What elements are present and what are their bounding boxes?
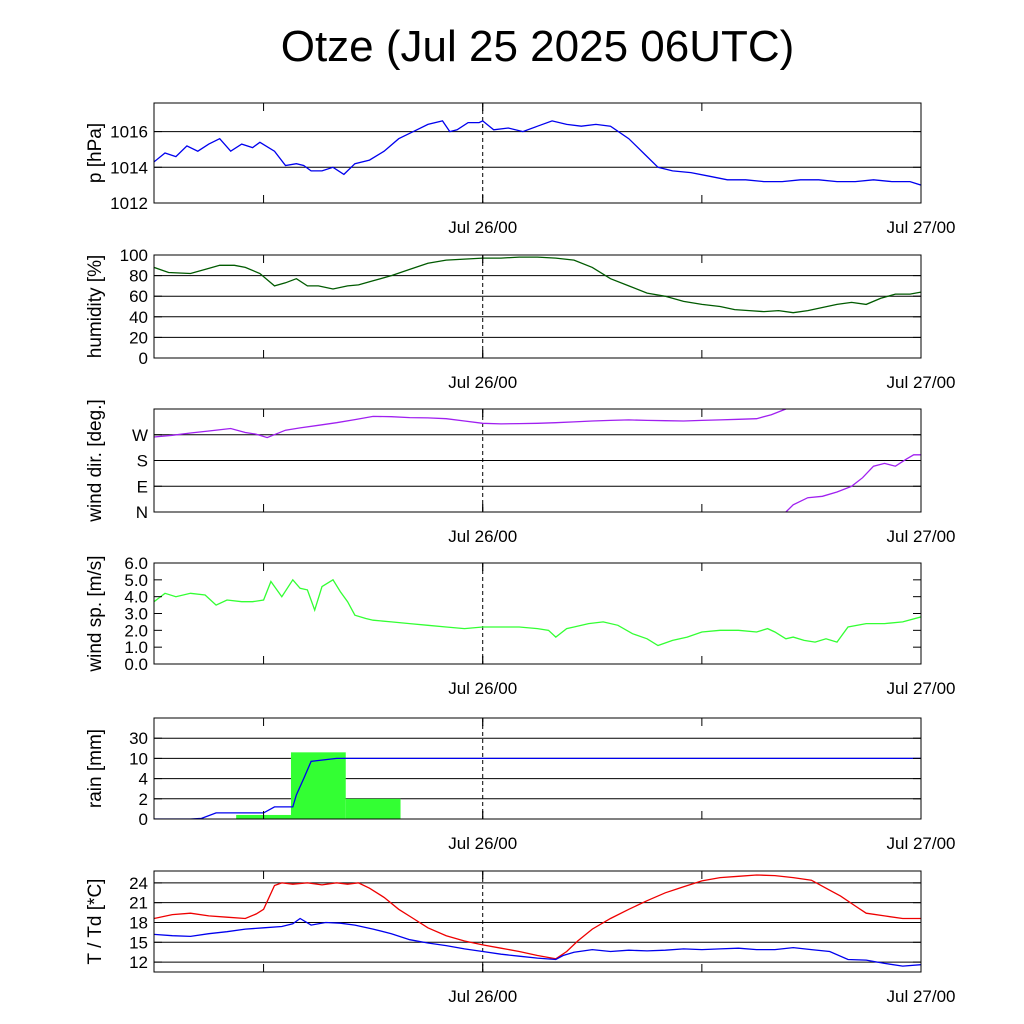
y-axis-label: wind sp. [m/s]	[85, 555, 106, 672]
y-tick-label: 20	[129, 328, 148, 347]
y-tick-label: W	[132, 426, 148, 445]
y-tick-label: 3.0	[124, 605, 148, 624]
y-tick-label: 30	[129, 729, 148, 748]
y-axis-label: T / Td [*C]	[85, 879, 106, 965]
rain-bar	[290, 752, 346, 819]
y-axis-label: rain [mm]	[85, 729, 106, 808]
y-tick-label: 12	[129, 953, 148, 972]
y-axis-label: p [hPa]	[85, 123, 106, 183]
plot-frame	[153, 562, 922, 665]
y-tick-label: 0	[139, 349, 148, 368]
rain-bar	[345, 798, 401, 819]
y-tick-label: 18	[129, 913, 148, 932]
y-tick-label: 0	[139, 810, 148, 829]
plot-frame	[153, 717, 922, 820]
y-tick-label: 1016	[110, 123, 148, 142]
y-tick-label: 10	[129, 749, 148, 768]
chart-title: Otze (Jul 25 2025 06UTC)	[280, 22, 795, 71]
y-tick-label: 6.0	[124, 554, 148, 573]
y-axis-label: humidity [%]	[85, 255, 106, 358]
x-tick-label: Jul 27/00	[887, 373, 956, 392]
series-line-rain	[154, 757, 921, 819]
x-tick-label: Jul 26/00	[448, 218, 517, 237]
y-axis-label: wind dir. [deg.]	[85, 399, 106, 523]
plot-frame	[153, 254, 922, 359]
y-tick-label: 2	[139, 790, 148, 809]
y-tick-label: S	[137, 452, 148, 471]
y-tick-label: 40	[129, 308, 148, 327]
panel-wind_speed: 0.01.02.03.04.05.06.0 Jul 26/00 Jul 27/00 w…	[85, 554, 956, 698]
y-tick-label: 21	[129, 894, 148, 913]
y-tick-label: 80	[129, 267, 148, 286]
x-tick-label: Jul 27/00	[887, 834, 956, 853]
series-line-temperature	[154, 874, 921, 960]
y-tick-label: 100	[120, 246, 148, 265]
series-line-temperature	[154, 917, 921, 967]
panel-pressure: 1012 1014 1016 Jul 26/00 Jul 27/00 p [hPa]	[85, 102, 956, 237]
y-tick-label: 24	[129, 874, 148, 893]
y-tick-label: 1014	[110, 158, 148, 177]
series-line-wind_direction	[785, 454, 921, 512]
y-tick-label: E	[137, 477, 148, 496]
x-tick-label: Jul 26/00	[448, 987, 517, 1006]
y-tick-label: 60	[129, 287, 148, 306]
x-tick-label: Jul 27/00	[887, 987, 956, 1006]
y-tick-label: 4	[139, 770, 148, 789]
x-tick-label: Jul 26/00	[448, 527, 517, 546]
y-tick-label: 0.0	[124, 655, 148, 674]
y-tick-label: 5.0	[124, 571, 148, 590]
y-tick-label: 2.0	[124, 621, 148, 640]
y-tick-label: N	[136, 503, 148, 522]
x-tick-label: Jul 26/00	[448, 373, 517, 392]
plot-frame	[153, 870, 922, 973]
x-tick-label: Jul 26/00	[448, 679, 517, 698]
series-line-pressure	[154, 120, 921, 186]
y-tick-label: 4.0	[124, 588, 148, 607]
series-line-wind_direction	[154, 409, 787, 439]
x-tick-label: Jul 27/00	[887, 679, 956, 698]
series-line-humidity	[154, 256, 921, 314]
x-tick-label: Jul 27/00	[887, 527, 956, 546]
y-tick-label: 15	[129, 933, 148, 952]
x-tick-label: Jul 27/00	[887, 218, 956, 237]
y-tick-label: 1.0	[124, 638, 148, 657]
series-line-wind_speed	[154, 578, 921, 647]
plot-frame	[153, 102, 922, 204]
x-tick-label: Jul 26/00	[448, 834, 517, 853]
y-tick-label: 1012	[110, 194, 148, 213]
